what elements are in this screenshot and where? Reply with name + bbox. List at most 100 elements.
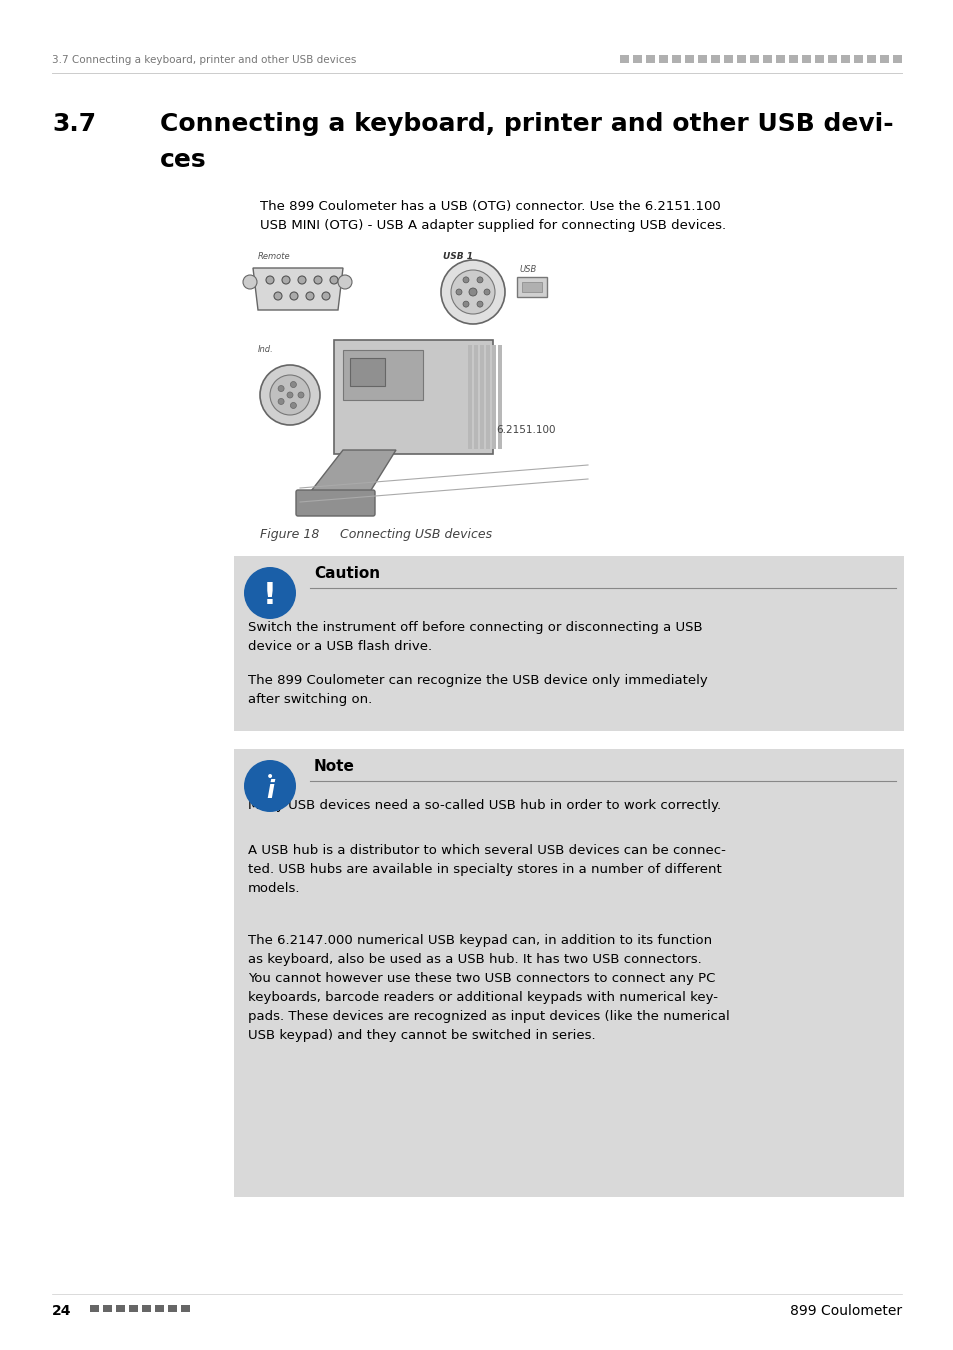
Text: 3.7 Connecting a keyboard, printer and other USB devices: 3.7 Connecting a keyboard, printer and o… bbox=[52, 55, 356, 65]
Circle shape bbox=[244, 567, 295, 620]
Circle shape bbox=[278, 386, 284, 391]
Bar bbox=[619, 55, 628, 63]
Bar bbox=[497, 346, 501, 450]
Bar bbox=[474, 346, 477, 450]
Text: 3.7: 3.7 bbox=[52, 112, 96, 136]
Text: ces: ces bbox=[160, 148, 207, 171]
Text: !: ! bbox=[263, 580, 276, 609]
Circle shape bbox=[337, 275, 352, 289]
Bar bbox=[492, 346, 496, 450]
Circle shape bbox=[476, 277, 482, 284]
Bar bbox=[168, 1305, 177, 1312]
Bar bbox=[233, 556, 903, 730]
Circle shape bbox=[243, 275, 256, 289]
Circle shape bbox=[476, 301, 482, 306]
Circle shape bbox=[270, 375, 310, 414]
Bar bbox=[659, 55, 667, 63]
Bar bbox=[181, 1305, 190, 1312]
Circle shape bbox=[290, 402, 296, 409]
Text: The 6.2147.000 numerical USB keypad can, in addition to its function
as keyboard: The 6.2147.000 numerical USB keypad can,… bbox=[248, 934, 729, 1042]
Text: Switch the instrument off before connecting or disconnecting a USB
device or a U: Switch the instrument off before connect… bbox=[248, 621, 702, 653]
Text: •: • bbox=[266, 769, 274, 784]
Circle shape bbox=[314, 275, 322, 284]
Bar bbox=[879, 55, 888, 63]
Circle shape bbox=[440, 261, 504, 324]
Bar bbox=[710, 55, 720, 63]
Text: Caution: Caution bbox=[314, 566, 379, 580]
Bar bbox=[343, 350, 422, 400]
Bar bbox=[749, 55, 759, 63]
Text: A USB hub is a distributor to which several USB devices can be connec-
ted. USB : A USB hub is a distributor to which seve… bbox=[248, 844, 725, 895]
Text: Connecting USB devices: Connecting USB devices bbox=[339, 528, 492, 541]
Bar bbox=[479, 346, 483, 450]
Text: 899 Coulometer: 899 Coulometer bbox=[789, 1304, 901, 1318]
Bar bbox=[233, 749, 903, 1197]
Bar bbox=[142, 1305, 151, 1312]
Bar bbox=[762, 55, 771, 63]
Bar bbox=[485, 346, 490, 450]
FancyBboxPatch shape bbox=[517, 277, 546, 297]
Circle shape bbox=[278, 398, 284, 405]
Bar bbox=[350, 358, 385, 386]
Circle shape bbox=[451, 270, 495, 315]
Bar bbox=[827, 55, 836, 63]
Circle shape bbox=[282, 275, 290, 284]
Bar bbox=[521, 282, 541, 292]
Text: Many USB devices need a so-called USB hub in order to work correctly.: Many USB devices need a so-called USB hu… bbox=[248, 799, 720, 811]
Text: Connecting a keyboard, printer and other USB devi-: Connecting a keyboard, printer and other… bbox=[160, 112, 893, 136]
Bar bbox=[645, 55, 655, 63]
Circle shape bbox=[260, 364, 319, 425]
Circle shape bbox=[266, 275, 274, 284]
Bar bbox=[788, 55, 797, 63]
Text: Remote: Remote bbox=[257, 252, 291, 261]
Circle shape bbox=[287, 392, 293, 398]
Bar bbox=[737, 55, 745, 63]
Text: USB 1: USB 1 bbox=[442, 252, 473, 261]
FancyBboxPatch shape bbox=[334, 340, 493, 454]
Circle shape bbox=[244, 760, 295, 811]
Circle shape bbox=[306, 292, 314, 300]
Bar bbox=[723, 55, 732, 63]
Bar bbox=[90, 1305, 99, 1312]
Bar bbox=[116, 1305, 125, 1312]
Circle shape bbox=[297, 392, 304, 398]
Polygon shape bbox=[253, 269, 343, 311]
Bar bbox=[698, 55, 706, 63]
Circle shape bbox=[274, 292, 282, 300]
Bar bbox=[154, 1305, 164, 1312]
Circle shape bbox=[330, 275, 337, 284]
Bar bbox=[841, 55, 849, 63]
Bar bbox=[866, 55, 875, 63]
Text: The 899 Coulometer can recognize the USB device only immediately
after switching: The 899 Coulometer can recognize the USB… bbox=[248, 674, 707, 706]
Circle shape bbox=[462, 277, 469, 284]
Bar bbox=[814, 55, 823, 63]
Bar bbox=[103, 1305, 112, 1312]
Circle shape bbox=[322, 292, 330, 300]
Bar bbox=[853, 55, 862, 63]
Text: 6.2151.100: 6.2151.100 bbox=[496, 425, 555, 435]
Circle shape bbox=[290, 292, 297, 300]
Text: Note: Note bbox=[314, 759, 355, 774]
Bar bbox=[671, 55, 680, 63]
Circle shape bbox=[290, 382, 296, 387]
Circle shape bbox=[483, 289, 490, 296]
Bar bbox=[775, 55, 784, 63]
Bar bbox=[468, 346, 472, 450]
Circle shape bbox=[469, 288, 476, 296]
Circle shape bbox=[297, 275, 306, 284]
Bar bbox=[892, 55, 901, 63]
Text: The 899 Coulometer has a USB (OTG) connector. Use the 6.2151.100
USB MINI (OTG) : The 899 Coulometer has a USB (OTG) conne… bbox=[260, 200, 725, 231]
Circle shape bbox=[462, 301, 469, 306]
Text: USB: USB bbox=[519, 265, 537, 274]
FancyBboxPatch shape bbox=[295, 490, 375, 516]
Bar bbox=[684, 55, 693, 63]
Bar bbox=[633, 55, 641, 63]
Circle shape bbox=[456, 289, 461, 296]
Text: 24: 24 bbox=[52, 1304, 71, 1318]
Bar bbox=[801, 55, 810, 63]
Polygon shape bbox=[308, 450, 395, 495]
Text: i: i bbox=[266, 779, 274, 803]
Text: Figure 18: Figure 18 bbox=[260, 528, 319, 541]
Bar bbox=[129, 1305, 138, 1312]
Text: Ind.: Ind. bbox=[257, 346, 274, 354]
